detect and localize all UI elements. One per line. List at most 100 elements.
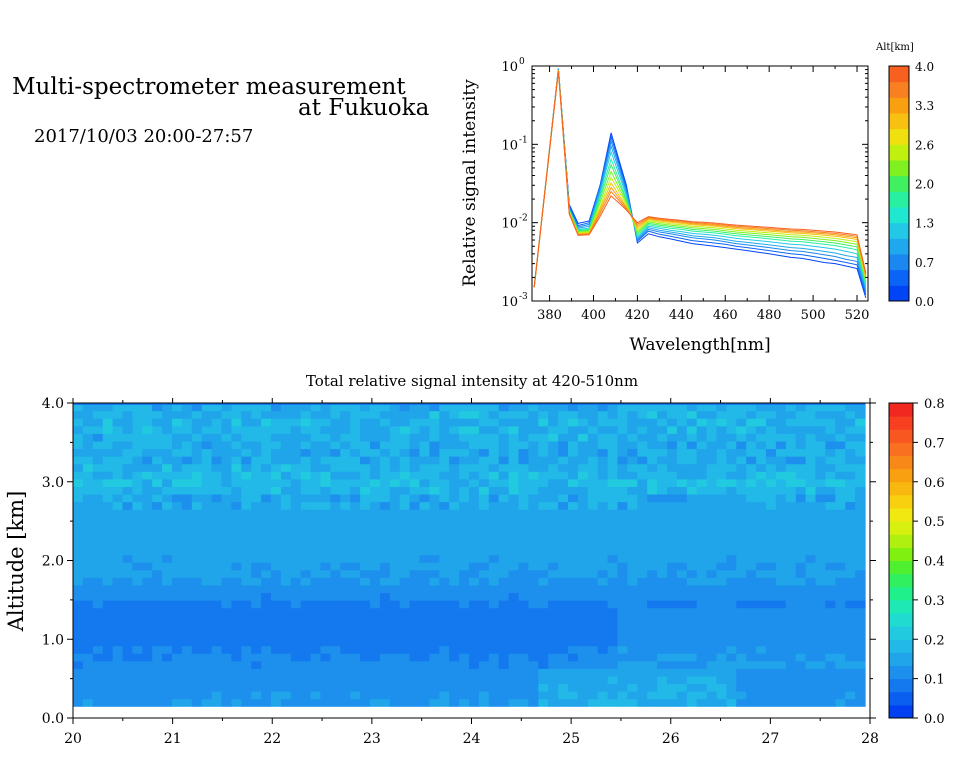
heatmap-cell (508, 501, 520, 510)
heatmap-cell (498, 516, 510, 525)
heatmap-cell (587, 531, 599, 541)
heatmap-cell (845, 683, 856, 692)
heatmap-cell (835, 607, 846, 616)
heatmap-cell (657, 668, 668, 677)
heatmap-cell (577, 463, 589, 472)
heatmap-cell (676, 440, 688, 450)
heatmap-cell (775, 691, 787, 700)
heatmap-cell (647, 569, 658, 578)
heatmap-cell (657, 478, 668, 487)
heatmap-cell (142, 683, 153, 692)
heatmap-cell (221, 698, 232, 707)
heatmap-cell (142, 691, 153, 700)
heatmap-cell (478, 471, 490, 480)
heatmap-cell (221, 539, 232, 548)
heatmap-cell (716, 683, 728, 692)
heatmap-cell (548, 509, 559, 518)
heatmap-cell (508, 592, 520, 601)
heatmap-cell (478, 418, 490, 427)
value-colorbar-segment (889, 534, 913, 548)
heatmap-cell (785, 418, 797, 427)
heatmap-cell (617, 691, 629, 700)
heatmap-cell (360, 539, 371, 548)
heatmap-cell (320, 410, 332, 419)
heatmap-cell (82, 607, 94, 616)
heatmap-cell (370, 516, 381, 525)
heatmap-cell (607, 471, 619, 480)
value-colorbar-segment (889, 481, 913, 496)
heatmap-cell (548, 516, 559, 525)
heatmap-cell (587, 524, 599, 533)
heatmap-cell (568, 478, 579, 487)
heatmap-cell (142, 448, 153, 457)
heatmap-cell (419, 600, 431, 609)
heatmap-cell (706, 440, 718, 450)
heatmap-cell (132, 584, 143, 594)
heatmap-cell (785, 675, 797, 685)
heatmap-cell (379, 630, 391, 639)
heatmap-cell (488, 562, 500, 571)
heatmap-cell (498, 653, 510, 662)
heatmap-cell (162, 501, 173, 510)
heatmap-cell (657, 463, 668, 472)
heatmap-cell (667, 683, 678, 692)
heatmap-cell (449, 562, 460, 571)
heatmap-cell (568, 509, 579, 518)
value-colorbar-tick-label: 0.5 (924, 515, 945, 530)
heatmap-cell (835, 471, 846, 480)
heatmap-cell (379, 471, 391, 480)
heatmap-cell (340, 584, 351, 594)
heatmap-cell (399, 433, 411, 442)
heatmap-cell (805, 440, 817, 450)
altitude-colorbar-tick-label: 3.3 (915, 99, 934, 113)
heatmap-cell (498, 448, 510, 457)
heatmap-cell (152, 463, 163, 472)
heatmap-cell (73, 478, 84, 487)
heatmap-cell (587, 516, 599, 525)
heatmap-cell (548, 653, 559, 662)
heatmap-cell (775, 509, 787, 518)
heatmap-cell (785, 410, 797, 419)
heatmap-cell (627, 554, 638, 563)
heatmap-cell (478, 547, 490, 556)
heatmap-cell (478, 653, 490, 662)
heatmap-cell (726, 410, 737, 419)
heatmap-cell (845, 630, 856, 639)
heatmap-cell (132, 653, 143, 662)
heatmap-cell (419, 539, 431, 548)
heatmap-cell (459, 630, 470, 639)
heatmap-cell (112, 403, 124, 412)
heatmap-cell (439, 531, 450, 541)
heatmap-cell (429, 478, 440, 487)
heatmap-cell (667, 516, 678, 525)
heatmap-cell (152, 577, 163, 586)
heatmap-cell (300, 600, 312, 609)
heatmap-cell (756, 683, 767, 692)
heatmap-cell (538, 486, 549, 495)
heatmap-cell (241, 486, 252, 495)
heatmap-cell (756, 675, 767, 685)
heatmap-cell (657, 471, 668, 480)
heatmap-cell (756, 660, 767, 669)
heatmap-cell (300, 554, 312, 563)
heatmap-cell (676, 516, 688, 525)
heatmap-cell (498, 562, 510, 571)
heatmap-cell (478, 698, 490, 707)
heatmap-cell (696, 433, 708, 442)
heatmap-cell (528, 645, 539, 654)
heatmap-cell (657, 607, 668, 616)
heatmap-cell (310, 569, 322, 578)
spectrum-x-tick-label: 460 (713, 308, 738, 323)
heatmap-cell (835, 463, 846, 472)
heatmap-cell (736, 630, 747, 639)
heatmap-cell (627, 425, 638, 434)
heatmap-cell (162, 478, 173, 487)
heatmap-cell (142, 433, 153, 442)
heatmap-cell (379, 440, 391, 450)
heatmap-cell (459, 577, 470, 586)
heatmap-cell (172, 607, 183, 616)
heatmap-cell (667, 569, 678, 578)
heatmap-cell (686, 516, 698, 525)
heatmap-cell (251, 471, 262, 480)
heatmap-cell (558, 675, 569, 685)
